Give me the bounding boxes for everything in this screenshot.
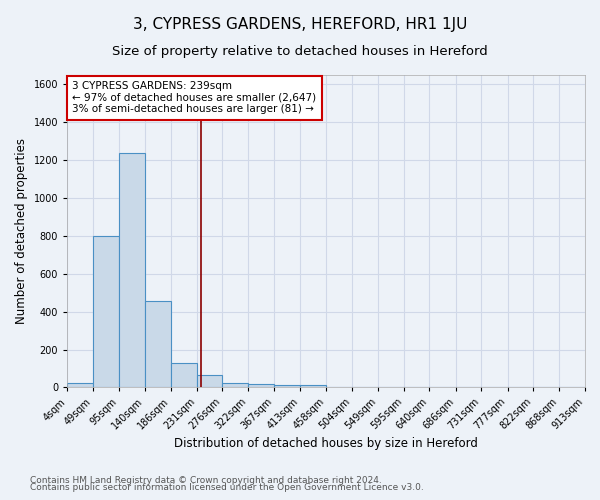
- Text: 3, CYPRESS GARDENS, HEREFORD, HR1 1JU: 3, CYPRESS GARDENS, HEREFORD, HR1 1JU: [133, 18, 467, 32]
- Bar: [119, 152, 145, 388]
- Text: 3 CYPRESS GARDENS: 239sqm
← 97% of detached houses are smaller (2,647)
3% of sem: 3 CYPRESS GARDENS: 239sqm ← 97% of detac…: [73, 81, 317, 114]
- Bar: [222, 382, 248, 388]
- Text: Contains public sector information licensed under the Open Government Licence v3: Contains public sector information licen…: [30, 484, 424, 492]
- Bar: [145, 302, 171, 388]
- Text: Contains HM Land Registry data © Crown copyright and database right 2024.: Contains HM Land Registry data © Crown c…: [30, 476, 382, 485]
- Bar: [248, 384, 274, 388]
- Y-axis label: Number of detached properties: Number of detached properties: [15, 138, 28, 324]
- Text: Size of property relative to detached houses in Hereford: Size of property relative to detached ho…: [112, 45, 488, 58]
- X-axis label: Distribution of detached houses by size in Hereford: Distribution of detached houses by size …: [174, 437, 478, 450]
- Bar: [197, 375, 222, 388]
- Bar: [67, 382, 93, 388]
- Bar: [300, 384, 326, 388]
- Bar: [274, 384, 300, 388]
- Bar: [93, 236, 119, 388]
- Bar: [171, 363, 197, 388]
